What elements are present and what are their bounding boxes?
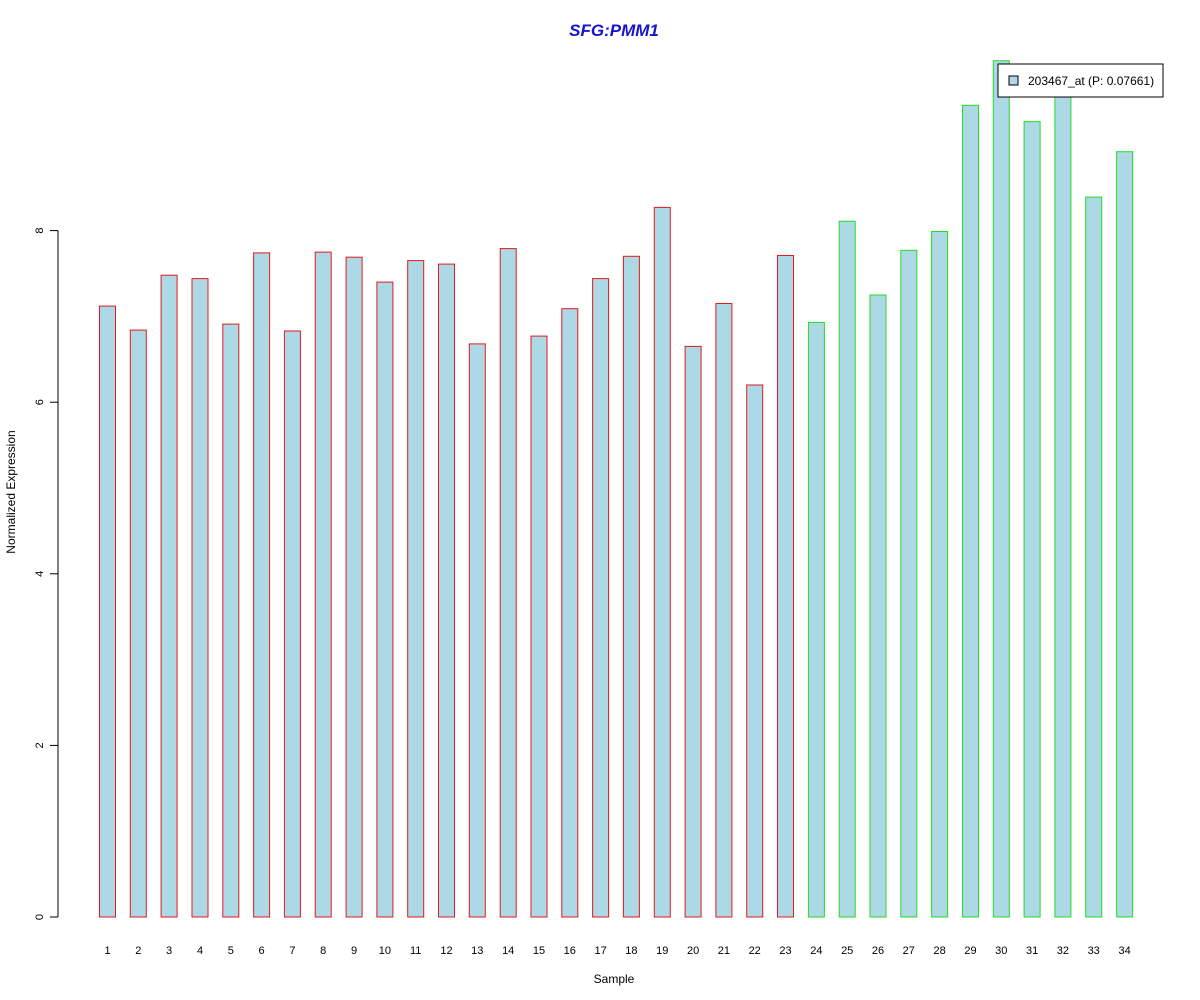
legend-swatch	[1008, 75, 1019, 86]
x-tick-label: 10	[379, 945, 391, 957]
x-tick-label: 7	[289, 945, 295, 957]
bar-sample-27	[900, 249, 918, 918]
x-axis-label: Sample	[594, 972, 635, 986]
bar-sample-21	[715, 303, 733, 918]
y-tick-label: 6	[34, 399, 46, 405]
legend-label: 203467_at (P: 0.07661)	[1028, 74, 1154, 88]
legend-box	[997, 63, 1164, 98]
bar-sample-9	[345, 256, 363, 918]
x-tick-label: 1	[104, 945, 110, 957]
x-tick-label: 29	[964, 945, 976, 957]
y-tick-label: 4	[34, 571, 46, 577]
x-tick-label: 31	[1026, 945, 1038, 957]
bar-sample-5	[222, 323, 240, 918]
x-tick-label: 12	[440, 945, 452, 957]
x-tick-label: 16	[564, 945, 576, 957]
y-axis: 0 2 4 6 8	[34, 228, 59, 920]
bar-sample-16	[561, 308, 579, 918]
x-tick-label: 2	[135, 945, 141, 957]
x-tick-label: 28	[933, 945, 945, 957]
bars-group	[99, 60, 1134, 918]
x-tick-label: 15	[533, 945, 545, 957]
bar-sample-14	[499, 248, 517, 918]
x-tick-label: 22	[749, 945, 761, 957]
bar-sample-11	[407, 260, 425, 918]
legend: 203467_at (P: 0.07661)	[997, 63, 1164, 98]
y-tick-label: 0	[34, 914, 46, 920]
bar-sample-32	[1054, 66, 1072, 918]
x-tick-label: 19	[656, 945, 668, 957]
bar-sample-33	[1085, 196, 1103, 918]
x-tick-label: 6	[259, 945, 265, 957]
x-tick-label: 20	[687, 945, 699, 957]
bar-sample-17	[592, 278, 610, 918]
bar-sample-8	[314, 251, 332, 918]
x-tick-label: 8	[320, 945, 326, 957]
x-tick-label: 14	[502, 945, 514, 957]
x-tick-label: 30	[995, 945, 1007, 957]
bar-sample-18	[622, 255, 640, 918]
bar-sample-26	[869, 294, 887, 918]
x-tick-label: 5	[228, 945, 234, 957]
bar-sample-1	[99, 305, 116, 918]
y-tick-label: 8	[34, 228, 46, 234]
x-tick-label: 25	[841, 945, 853, 957]
bar-sample-34	[1116, 151, 1134, 918]
bar-sample-30	[992, 60, 1010, 918]
x-tick-label: 26	[872, 945, 884, 957]
x-tick-label: 18	[625, 945, 637, 957]
x-tick-label: 13	[471, 945, 483, 957]
bar-sample-19	[653, 206, 671, 918]
bar-sample-31	[1023, 121, 1041, 918]
bar-sample-25	[838, 220, 856, 918]
bar-sample-12	[438, 263, 455, 918]
x-tick-label: 3	[166, 945, 172, 957]
chart-title: SFG:PMM1	[569, 21, 659, 40]
bar-sample-29	[962, 104, 979, 918]
x-tick-label: 32	[1057, 945, 1069, 957]
y-axis-label: Normalized Expression	[4, 430, 18, 553]
x-tick-label: 17	[594, 945, 606, 957]
bar-sample-22	[746, 384, 764, 918]
bar-sample-23	[777, 255, 794, 918]
x-tick-label: 27	[903, 945, 915, 957]
bar-sample-2	[129, 329, 147, 918]
x-tick-label: 34	[1118, 945, 1130, 957]
y-tick-label: 2	[34, 742, 46, 748]
x-tick-labels: 1 2 3 4 5 6 7 8 9 10 11 12 13 14 15 16 17 18 19 20 21 22 23 24 2…	[104, 945, 1130, 957]
bar-sample-28	[931, 231, 949, 918]
bar-sample-15	[530, 335, 548, 918]
bar-sample-13	[468, 343, 486, 918]
bar-sample-7	[283, 330, 301, 918]
x-tick-label: 11	[410, 945, 421, 957]
x-tick-label: 24	[810, 945, 822, 957]
bar-sample-20	[684, 345, 702, 918]
bar-sample-3	[160, 274, 178, 918]
x-tick-label: 4	[197, 945, 203, 957]
x-tick-label: 21	[718, 945, 730, 957]
x-tick-label: 23	[779, 945, 791, 957]
x-tick-label: 33	[1088, 945, 1100, 957]
x-tick-label: 9	[351, 945, 357, 957]
bar-sample-24	[807, 321, 825, 918]
bar-sample-4	[191, 278, 209, 918]
bar-sample-6	[253, 252, 271, 918]
bar-sample-10	[376, 281, 394, 918]
